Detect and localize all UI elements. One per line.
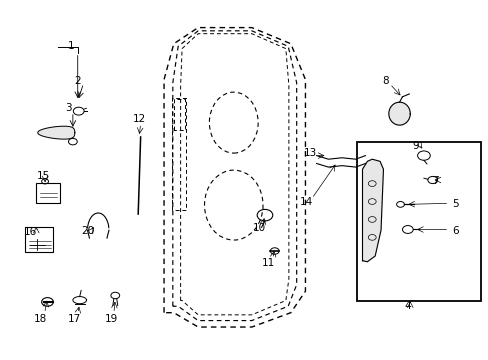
Text: 2: 2 [74, 76, 81, 86]
Polygon shape [362, 159, 383, 262]
Text: 18: 18 [34, 314, 47, 324]
Bar [25, 226, 53, 252]
Bar [356, 141, 480, 301]
Text: 12: 12 [133, 114, 146, 124]
Text: 20: 20 [81, 226, 94, 236]
Text: 6: 6 [451, 226, 458, 236]
Text: 3: 3 [64, 103, 71, 113]
Text: 16: 16 [24, 227, 38, 237]
Text: 1: 1 [68, 41, 75, 50]
Text: 13: 13 [303, 148, 316, 158]
Text: 4: 4 [404, 301, 410, 311]
Polygon shape [388, 102, 409, 125]
Text: 7: 7 [431, 176, 438, 186]
Text: 10: 10 [252, 224, 265, 233]
Polygon shape [38, 126, 75, 139]
Text: 8: 8 [382, 76, 388, 86]
Text: 11: 11 [262, 258, 275, 268]
Text: 15: 15 [37, 171, 50, 181]
Text: 9: 9 [412, 141, 419, 151]
Text: 14: 14 [300, 197, 313, 207]
Text: 17: 17 [68, 314, 81, 324]
Text: 19: 19 [105, 314, 118, 324]
Text: 5: 5 [451, 199, 458, 210]
Bar [36, 183, 60, 203]
